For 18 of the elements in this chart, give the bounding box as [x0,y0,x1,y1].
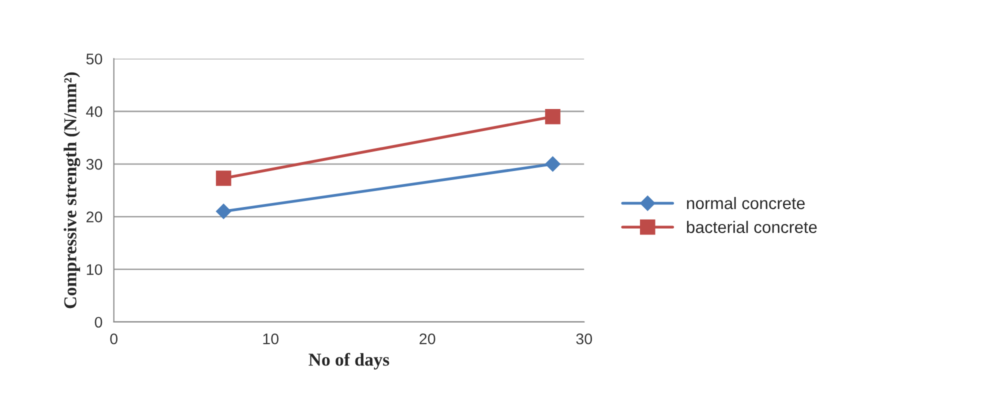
y-tick-label: 50 [86,54,102,64]
x-tick-label: 0 [110,333,118,344]
point [216,170,232,186]
x-axis-title: No of days [308,352,390,370]
y-tick-label: 0 [94,316,102,328]
y-axis-title: Compressive strength (N/mm²) [64,72,80,308]
point [544,156,561,172]
y-tick-label: 10 [86,264,102,276]
legend-label: bacterial concrete [687,220,817,234]
point [216,204,232,220]
point [545,109,560,124]
y-tick-label: 30 [86,158,102,170]
x-tick-label: 30 [576,333,592,344]
y-tick-label: 40 [86,106,102,118]
y-tick-label: 20 [86,212,102,222]
x-tick-label: 10 [263,333,278,344]
x-tick-label: 20 [420,333,436,344]
legend-label: normal concrete [687,196,805,210]
